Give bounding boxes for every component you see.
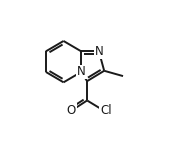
Text: O: O — [67, 104, 76, 117]
Text: Cl: Cl — [100, 104, 112, 117]
Text: N: N — [95, 45, 103, 58]
Text: N: N — [77, 65, 86, 78]
